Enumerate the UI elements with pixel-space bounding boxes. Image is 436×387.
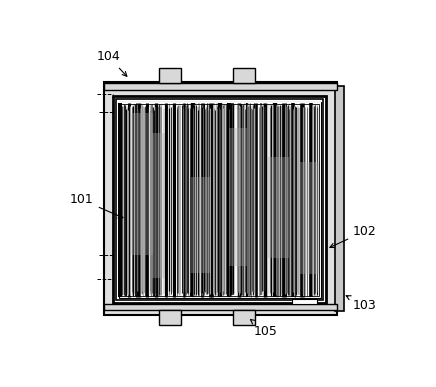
Bar (298, 162, 320, 274)
Bar (335, 86, 344, 311)
Bar (159, 68, 181, 83)
Bar (116, 99, 323, 300)
Bar (131, 113, 153, 255)
Text: 105: 105 (250, 320, 277, 337)
Bar (121, 104, 319, 296)
Bar (191, 177, 211, 273)
Text: 103: 103 (346, 296, 377, 312)
Bar (119, 101, 321, 298)
Bar (159, 310, 181, 325)
Bar (268, 157, 289, 257)
Bar (233, 310, 255, 325)
Text: 101: 101 (70, 194, 123, 218)
Bar (119, 102, 320, 297)
Bar (104, 304, 337, 310)
Text: 104: 104 (97, 50, 127, 76)
Bar (104, 83, 337, 90)
Bar (229, 128, 247, 266)
Bar (104, 82, 337, 315)
Bar (113, 96, 326, 303)
Bar (292, 298, 317, 304)
Bar (152, 134, 165, 278)
Bar (233, 68, 255, 83)
Text: 102: 102 (330, 225, 377, 248)
